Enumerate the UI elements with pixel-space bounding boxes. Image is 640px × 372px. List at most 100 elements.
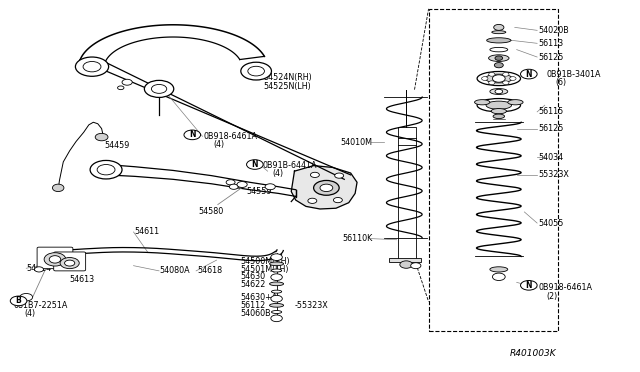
Text: (4): (4) [272, 169, 284, 178]
Ellipse shape [269, 282, 284, 286]
Circle shape [246, 160, 263, 169]
Ellipse shape [271, 269, 282, 272]
Text: 54630: 54630 [240, 272, 266, 281]
Ellipse shape [490, 89, 508, 94]
Circle shape [492, 75, 505, 82]
Ellipse shape [271, 290, 282, 293]
Text: 56125: 56125 [538, 52, 564, 61]
Circle shape [76, 57, 109, 76]
Text: 54525N(LH): 54525N(LH) [264, 82, 312, 91]
Text: 54524N(RH): 54524N(RH) [264, 73, 312, 82]
Circle shape [488, 73, 495, 76]
Circle shape [122, 79, 132, 85]
Circle shape [241, 62, 271, 80]
Circle shape [495, 56, 502, 60]
Text: R401003K: R401003K [509, 349, 556, 358]
Ellipse shape [490, 267, 508, 272]
Text: (2): (2) [547, 292, 558, 301]
Circle shape [271, 295, 282, 302]
Circle shape [271, 274, 282, 280]
Ellipse shape [60, 257, 79, 269]
Text: (4): (4) [213, 140, 225, 149]
Circle shape [494, 62, 503, 68]
Circle shape [481, 77, 488, 80]
Text: 54500M(RH): 54500M(RH) [240, 257, 290, 266]
Ellipse shape [269, 304, 284, 307]
Text: 54559: 54559 [246, 187, 272, 196]
Circle shape [509, 77, 516, 80]
Ellipse shape [490, 47, 508, 52]
Text: 56112: 56112 [240, 301, 266, 310]
Circle shape [97, 164, 115, 175]
Text: B: B [16, 296, 22, 305]
Ellipse shape [477, 99, 520, 112]
FancyBboxPatch shape [398, 127, 416, 260]
Circle shape [83, 61, 101, 72]
Circle shape [488, 81, 495, 84]
Circle shape [20, 294, 33, 301]
Ellipse shape [493, 114, 504, 119]
Ellipse shape [44, 253, 66, 266]
Polygon shape [291, 166, 357, 209]
Text: 54459: 54459 [104, 141, 129, 151]
FancyBboxPatch shape [37, 247, 73, 269]
Text: 54501M(LH): 54501M(LH) [240, 265, 289, 274]
Circle shape [493, 25, 504, 31]
Circle shape [400, 261, 413, 268]
Ellipse shape [486, 38, 511, 43]
Text: 55323X: 55323X [538, 170, 570, 179]
Circle shape [35, 267, 44, 272]
Text: 56113: 56113 [538, 39, 564, 48]
Text: N: N [525, 70, 532, 78]
Circle shape [95, 134, 108, 141]
Text: 54080A: 54080A [159, 266, 189, 275]
Circle shape [502, 73, 509, 76]
Text: N: N [252, 160, 258, 169]
Text: 54618: 54618 [197, 266, 223, 275]
Circle shape [310, 172, 319, 177]
Text: -55323X: -55323X [294, 301, 328, 310]
Circle shape [152, 84, 167, 93]
Text: 081B7-2251A: 081B7-2251A [13, 301, 68, 310]
Circle shape [495, 89, 502, 94]
Ellipse shape [269, 262, 284, 266]
Ellipse shape [52, 184, 64, 192]
Circle shape [314, 180, 339, 195]
FancyBboxPatch shape [389, 257, 421, 262]
Circle shape [492, 273, 505, 280]
Text: 54055: 54055 [538, 219, 564, 228]
Text: 54010M: 54010M [340, 138, 372, 147]
Ellipse shape [49, 256, 61, 263]
Text: 54622: 54622 [240, 280, 266, 289]
Circle shape [520, 69, 537, 79]
Text: 56115: 56115 [538, 108, 564, 116]
Text: 54580: 54580 [198, 207, 224, 216]
Circle shape [271, 254, 282, 260]
Circle shape [184, 130, 200, 140]
Bar [429, 9, 557, 331]
FancyBboxPatch shape [54, 252, 86, 271]
Ellipse shape [508, 100, 523, 105]
Circle shape [271, 315, 282, 322]
Circle shape [10, 296, 27, 306]
Ellipse shape [485, 74, 512, 83]
Circle shape [248, 66, 264, 76]
Circle shape [333, 198, 342, 203]
Text: 54630+A: 54630+A [240, 294, 277, 302]
Ellipse shape [491, 109, 506, 114]
Ellipse shape [492, 31, 506, 34]
Circle shape [265, 184, 275, 190]
Text: 54614: 54614 [26, 264, 51, 273]
Circle shape [520, 280, 537, 290]
Text: 56110K: 56110K [342, 234, 372, 243]
Circle shape [320, 184, 333, 192]
Text: 56125: 56125 [538, 124, 564, 133]
Ellipse shape [474, 100, 490, 105]
Text: 54060B: 54060B [240, 310, 271, 318]
Text: (4): (4) [24, 309, 35, 318]
Circle shape [226, 180, 235, 185]
Text: 0B91B-6441A: 0B91B-6441A [262, 161, 317, 170]
Ellipse shape [477, 71, 520, 86]
Text: N: N [189, 130, 196, 140]
Text: 54613: 54613 [70, 275, 95, 284]
